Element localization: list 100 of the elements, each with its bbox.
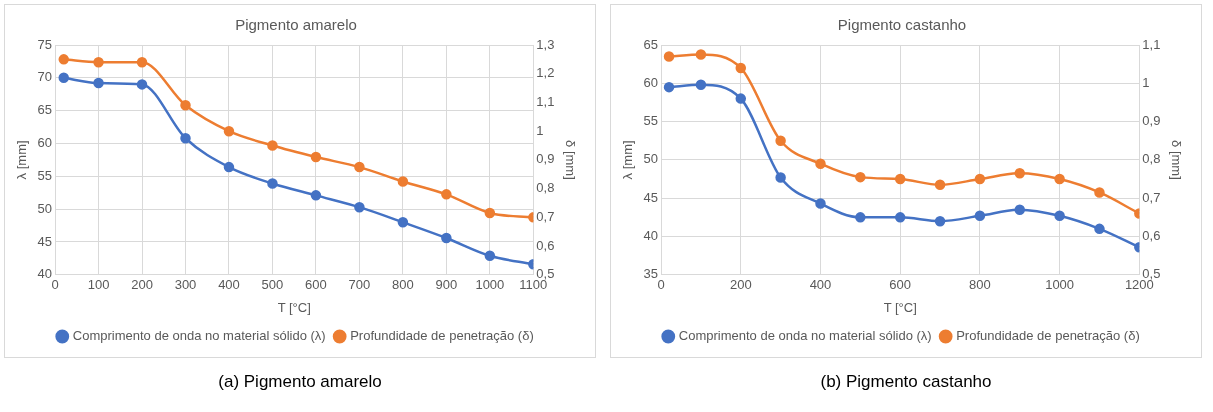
point (180, 100, 191, 111)
y-tick-label: 55 (37, 167, 53, 183)
x-tick-label: 1000 (475, 277, 505, 293)
point (354, 201, 365, 213)
point (855, 212, 866, 223)
x-tick-label: 100 (87, 277, 110, 293)
y2-tick-label: 1,3 (536, 36, 555, 52)
legend-label: Comprimento de onda no material sólido (λ) (72, 328, 326, 344)
chart-title: Pigmento castanho (837, 16, 967, 34)
point (354, 161, 365, 173)
point (136, 79, 148, 90)
point (775, 135, 786, 146)
point (1014, 168, 1026, 179)
y-tick-label: 50 (37, 200, 53, 216)
text: (b) Pigmento castanho (819, 372, 993, 392)
x-tick-label: 200 (131, 277, 153, 293)
y-tick-label: 55 (643, 113, 659, 129)
point (267, 178, 278, 189)
point (310, 151, 322, 163)
y-tick-label: 50 (643, 151, 659, 167)
y-tick-label: 40 (643, 228, 659, 244)
text: (a) Pigmento amarelo (217, 372, 383, 392)
point (397, 176, 409, 187)
y-axis-title: λ [mm] (620, 140, 636, 180)
point (397, 217, 409, 228)
y2-axis-title: δ [mm] (562, 140, 578, 180)
point (775, 172, 786, 183)
y2-tick-label: 1 (1142, 74, 1150, 90)
point (310, 190, 322, 201)
x-axis-title: T [°C] (883, 299, 917, 315)
y-tick-label: 60 (37, 135, 53, 151)
point (1094, 187, 1105, 198)
x-tick-label: 200 (729, 277, 752, 293)
x-tick-label: 500 (261, 277, 284, 293)
legend-label: Profundidade de penetração (δ) (350, 328, 534, 344)
y2-tick-label: 1,2 (536, 65, 555, 81)
x-axis-title: T [°C] (277, 299, 311, 315)
y2-axis-title: δ [mm] (1168, 140, 1184, 180)
y2-tick-label: 0,9 (1142, 113, 1161, 129)
y-tick-label: 40 (37, 266, 53, 282)
y-axis-title: λ [mm] (14, 140, 30, 180)
point (93, 77, 104, 89)
y2-tick-label: 0,6 (1142, 228, 1161, 244)
y2-tick-label: 1,1 (536, 94, 555, 110)
point (735, 93, 747, 104)
x-tick-label: 900 (435, 277, 458, 293)
point (1014, 204, 1026, 215)
x-tick-label: 0 (657, 277, 665, 293)
y-tick-label: 45 (643, 189, 659, 205)
y-tick-label: 60 (643, 74, 659, 90)
point (695, 79, 707, 91)
x-tick-label: 0 (51, 277, 59, 293)
point (815, 198, 826, 209)
point (267, 140, 278, 151)
point (1054, 210, 1065, 222)
point (974, 210, 986, 222)
y-tick-label: 65 (643, 36, 659, 52)
y2-tick-label: 0,6 (536, 237, 555, 253)
y2-tick-label: 0,7 (1142, 189, 1161, 205)
y2-tick-label: 1,1 (1142, 36, 1161, 52)
y2-tick-label: 0,8 (536, 180, 555, 196)
point (974, 173, 986, 185)
point (180, 132, 191, 144)
x-tick-label: 800 (969, 277, 991, 293)
point (441, 189, 452, 200)
point (58, 54, 70, 65)
x-tick-label: 300 (174, 277, 197, 293)
point (815, 158, 826, 169)
point (695, 49, 707, 60)
chart-title: Pigmento amarelo (235, 16, 357, 34)
x-tick-label: 1000 (1045, 277, 1075, 293)
y-tick-label: 35 (643, 266, 659, 282)
x-tick-label: 600 (889, 277, 912, 293)
y-tick-label: 75 (37, 36, 53, 52)
point (735, 62, 747, 74)
point (1054, 173, 1065, 185)
x-tick-label: 400 (809, 277, 832, 293)
point (136, 56, 148, 68)
point (484, 207, 496, 219)
y2-tick-label: 1 (536, 122, 544, 138)
point (663, 81, 675, 93)
y-tick-label: 70 (37, 69, 53, 85)
point (441, 232, 452, 244)
point (1094, 223, 1105, 235)
y2-tick-label: 0,7 (536, 208, 555, 224)
point (934, 215, 946, 227)
x-tick-label: 700 (348, 277, 371, 293)
y-tick-label: 45 (37, 233, 53, 249)
point (93, 56, 104, 68)
legend-label: Comprimento de onda no material sólido (λ) (678, 328, 932, 344)
point (934, 179, 946, 191)
point (894, 173, 906, 185)
y-tick-label: 65 (37, 102, 53, 118)
x-tick-label: 400 (218, 277, 240, 293)
point (484, 250, 496, 262)
point (223, 161, 235, 173)
point (663, 51, 675, 62)
y2-tick-label: 0,8 (1142, 151, 1161, 167)
y2-tick-label: 0,9 (536, 151, 555, 167)
point (855, 171, 866, 183)
